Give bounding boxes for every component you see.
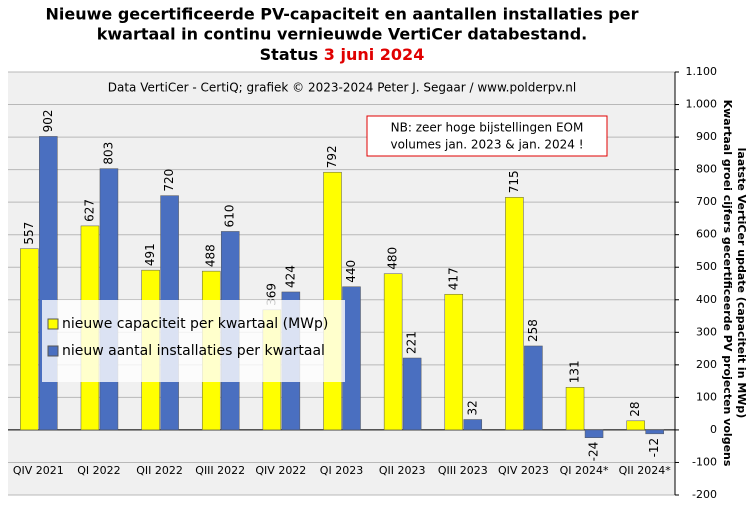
x-tick-label: QIII 2022 [195,464,245,477]
bar [565,387,585,431]
status: Status 3 juni 2024 [260,45,425,64]
value-label: 610 [223,205,237,228]
y-axis-label: Kwartaal groei cijfers gecertificeerde P… [721,100,748,467]
bar [39,136,58,431]
y-axis-label-line: laatste VertiCer update (capaciteit in M… [735,148,748,419]
x-tick-label: QIII 2023 [438,464,488,477]
bar [444,293,464,431]
bar [463,419,483,431]
y-tick-label: 600 [696,228,717,241]
value-label: 258 [526,319,540,342]
y-tick-label: -200 [692,488,717,501]
y-tick-label: 700 [696,195,717,208]
status-date: 3 juni 2024 [324,45,425,64]
value-label: -12 [647,438,661,458]
bar [342,286,361,431]
x-tick-label: QII 2024* [619,464,672,477]
y-tick-label: 900 [696,130,717,143]
value-label: 491 [143,243,157,266]
value-label: 720 [162,169,176,192]
bar [402,357,422,431]
y-tick-label: 1.100 [686,65,718,78]
bar [99,168,119,431]
legend-label: nieuwe capaciteit per kwartaal (MWp) [62,316,328,332]
x-tick-label: QIV 2021 [13,464,64,477]
legend-swatch [47,318,59,330]
annotation: volumes jan. 2023 & jan. 2024 ! [390,138,583,152]
y-tick-label: 0 [710,423,717,436]
subtitle: Data VertiCer - CertiQ; grafiek © 2023-2… [108,81,577,95]
y-tick-label: 200 [696,358,717,371]
bar [645,429,664,435]
legend-box [42,300,345,382]
y-axis-label-line: Kwartaal groei cijfers gecertificeerde P… [721,100,734,467]
value-label: 32 [465,400,479,415]
legend-label: nieuw aantal installaties per kwartaal [62,343,325,359]
y-tick-label: -100 [692,455,717,468]
bar [626,420,645,431]
value-label: 221 [405,331,419,354]
x-tick-label: QII 2023 [379,464,426,477]
value-label: 557 [22,222,36,245]
value-label: 417 [446,267,460,290]
value-label: 28 [628,402,642,417]
y-tick-label: 1.000 [686,98,718,111]
annotation-box [366,115,608,157]
value-label: -24 [587,442,601,462]
value-label: 424 [283,265,297,288]
chart-title: Nieuwe gecertificeerde PV-capaciteit en … [46,5,639,24]
value-label: 488 [204,244,218,267]
value-label: 440 [344,260,358,283]
bar [584,429,604,438]
value-label: 131 [568,360,582,383]
x-tick-label: QII 2022 [136,464,183,477]
legend: nieuwe capaciteit per kwartaal (MWp) nieu… [42,300,345,382]
value-label: 803 [101,142,115,165]
bar [20,248,39,431]
bar [524,345,543,431]
y-tick-label: 300 [696,325,717,338]
chart-title: kwartaal in continu vernieuwde VertiCer … [97,25,587,44]
x-tick-label: QIV 2022 [255,464,306,477]
y-tick-label: 500 [696,260,717,273]
y-tick-label: 100 [696,390,717,403]
status-label: Status [260,45,319,64]
value-label: 480 [386,247,400,270]
bar [505,197,524,431]
bar [383,273,403,431]
x-tick-label: QI 2024* [560,464,609,477]
y-tick-label: 800 [696,163,717,176]
legend-swatch [47,345,59,357]
value-label: 715 [507,170,521,193]
value-label: 627 [82,199,96,222]
value-label: 792 [325,145,339,168]
x-tick-label: QIV 2023 [498,464,549,477]
value-label: 902 [41,110,55,133]
x-tick-label: QI 2023 [320,464,363,477]
y-tick-label: 400 [696,293,717,306]
x-tick-label: QI 2022 [77,464,120,477]
annotation: NB: zeer hoge bijstellingen EOM [391,121,584,135]
